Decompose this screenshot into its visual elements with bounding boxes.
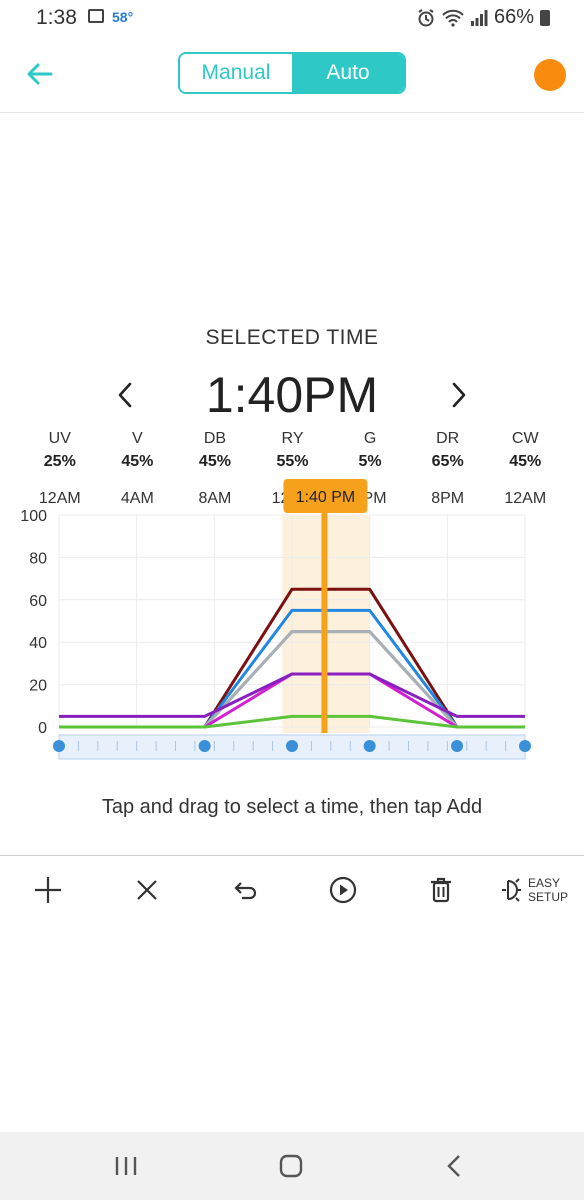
status-bar: 1:38 58° 66% (0, 0, 584, 34)
channel-name: CW (511, 430, 539, 447)
alarm-icon (418, 8, 434, 26)
instruction-text: Tap and drag to select a time, then tap … (101, 796, 483, 818)
undo-icon (234, 882, 257, 900)
y-tick-label: 20 (29, 678, 47, 695)
channel-readouts: UV 25% V 45% DB 45% RY 55% G 5% DR 65% CW 45% (21, 430, 564, 471)
system-back-button[interactable] (434, 1148, 474, 1184)
light-bulb-icon (502, 878, 521, 902)
image-icon (88, 9, 104, 23)
trash-button[interactable] (413, 862, 469, 918)
back-chevron-icon (447, 1155, 460, 1177)
hour-label: 8AM (198, 490, 232, 507)
close-icon (137, 880, 157, 900)
add-button[interactable] (20, 862, 76, 918)
system-navigation-bar (0, 1132, 584, 1200)
channel-name: DR (436, 430, 460, 447)
home-button[interactable] (271, 1148, 311, 1184)
channel-name: RY (281, 430, 304, 447)
device-status-indicator[interactable] (534, 59, 566, 91)
battery-percent: 66% (493, 6, 534, 28)
play-circle-icon (329, 876, 357, 904)
recent-apps-icon (115, 1157, 137, 1175)
time-cursor-label: 1:40 PM (296, 489, 356, 506)
y-tick-label: 60 (29, 593, 47, 610)
home-icon (279, 1154, 303, 1178)
time-cursor-tab[interactable] (283, 479, 368, 513)
play-preview-button[interactable] (315, 862, 371, 918)
channel-percent: 65% (431, 453, 464, 470)
signal-icon (470, 9, 488, 26)
keyframe-dot[interactable] (451, 740, 464, 752)
hour-label: 12AM (504, 490, 547, 507)
chevron-left-icon (118, 382, 132, 408)
channel-name: DB (203, 430, 227, 447)
channel-percent: 25% (43, 453, 76, 470)
y-tick-label: 80 (29, 550, 47, 567)
channel-percent: 45% (509, 453, 542, 470)
series-line-6 (59, 714, 525, 729)
back-button[interactable] (22, 56, 58, 92)
channel-name: V (132, 430, 143, 447)
channel-name: UV (48, 430, 71, 447)
easy-setup-label: EASY SETUP (528, 876, 568, 904)
series-line-5 (59, 672, 525, 718)
selected-time-value: 1:40PM (205, 367, 379, 423)
channel-v: V 45% (99, 430, 177, 471)
channel-percent: 45% (121, 453, 154, 470)
channel-g: G 5% (331, 430, 409, 471)
auto-mode-button[interactable]: Auto (292, 54, 404, 92)
easy-setup-line1: EASY (528, 876, 561, 890)
mode-toggle: Manual Auto (178, 52, 406, 94)
back-arrow-icon (27, 63, 53, 85)
trash-icon (431, 877, 451, 903)
y-tick-label: 100 (20, 508, 47, 525)
schedule-chart[interactable]: 0 20 40 60 80 100 1:40 PM (0, 475, 584, 765)
bottom-toolbar: EASY SETUP (0, 862, 584, 918)
channel-percent: 45% (198, 453, 231, 470)
keyframe-dot[interactable] (519, 740, 531, 752)
recent-apps-button[interactable] (106, 1148, 146, 1184)
status-right-group: 66% (416, 6, 550, 29)
hour-label: 4AM (120, 490, 154, 507)
channel-cw: CW 45% (486, 430, 564, 471)
channel-dr: DR 65% (409, 430, 487, 471)
keyframe-dot[interactable] (286, 740, 298, 752)
channel-db: DB 45% (176, 430, 254, 471)
next-time-button[interactable] (444, 378, 474, 412)
channel-uv: UV 25% (21, 430, 99, 471)
channel-percent: 55% (276, 453, 309, 470)
keyframe-dot[interactable] (363, 740, 376, 752)
delete-point-button[interactable] (119, 862, 175, 918)
previous-time-button[interactable] (110, 378, 140, 412)
y-tick-label: 40 (29, 635, 47, 652)
easy-setup-button[interactable]: EASY SETUP (500, 875, 568, 905)
undo-button[interactable] (217, 862, 273, 918)
toolbar-divider (0, 855, 584, 856)
chevron-right-icon (452, 382, 466, 408)
battery-icon (540, 9, 550, 26)
selected-time-label: SELECTED TIME (205, 326, 379, 349)
channel-name: G (363, 430, 377, 447)
keyframe-dot[interactable] (53, 740, 65, 752)
plus-icon (35, 877, 61, 903)
wifi-icon (442, 9, 464, 27)
easy-setup-line2: SETUP (528, 890, 569, 904)
keyframe-dot[interactable] (198, 740, 211, 752)
hour-label: 12AM (38, 490, 81, 507)
manual-mode-button[interactable]: Manual (180, 54, 292, 92)
hour-label: 8PM (431, 490, 465, 507)
channel-percent: 5% (358, 453, 382, 470)
y-tick-label: 0 (38, 720, 47, 737)
status-temperature: 58° (112, 9, 134, 25)
status-time: 1:38 (36, 6, 77, 29)
channel-ry: RY 55% (254, 430, 332, 471)
app-bar: Manual Auto (0, 34, 584, 113)
